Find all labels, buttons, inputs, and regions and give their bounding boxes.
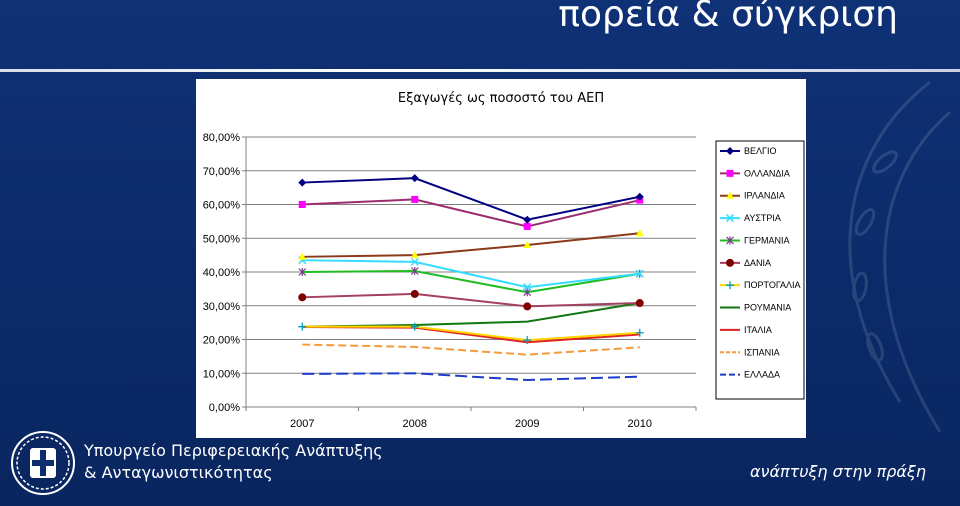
header-divider	[0, 69, 960, 72]
y-tick-label: 60,00%	[203, 200, 241, 212]
legend-label: ΠΟΡΤΟΓΑΛΙΑ	[744, 280, 801, 290]
y-tick-label: 0,00%	[209, 402, 240, 414]
chart-panel: Εξαγωγές ως ποσοστό του ΑΕΠ 0,00% 10,00% 2…	[196, 79, 806, 438]
series-line	[302, 177, 640, 221]
data-point	[410, 174, 419, 183]
legend-label: ΡΟΥΜΑΝΙΑ	[744, 303, 791, 313]
data-point	[410, 266, 419, 275]
slide-title: πορεία & σύγκριση	[558, 0, 898, 35]
y-tick-label: 80,00%	[203, 132, 241, 144]
y-tick-label: 20,00%	[203, 335, 241, 347]
legend-label: ΕΛΛΑΔΑ	[744, 370, 780, 380]
y-tick-label: 70,00%	[203, 166, 241, 178]
legend-label: ΔΑΝΙΑ	[744, 258, 771, 268]
y-tick-label: 10,00%	[203, 368, 241, 380]
chart-title: Εξαγωγές ως ποσοστό του ΑΕΠ	[397, 91, 605, 106]
series-line	[302, 292, 640, 308]
series-line	[302, 198, 640, 228]
data-point	[523, 241, 532, 248]
legend-label: ΒΕΛΓΙΟ	[744, 146, 776, 156]
laurel-decoration	[848, 80, 951, 433]
legend-label: ΟΛΛΑΝΔΙΑ	[744, 168, 790, 178]
legend-label: ΙΤΑΛΙΑ	[744, 325, 772, 335]
series-line	[302, 269, 640, 294]
data-point	[298, 322, 307, 331]
legend-marker	[726, 191, 734, 199]
legend-marker	[726, 147, 734, 155]
legend-marker	[726, 236, 734, 245]
y-tick-label: 30,00%	[203, 301, 241, 313]
data-point	[298, 293, 307, 302]
data-point	[410, 257, 419, 266]
legend-marker	[726, 281, 734, 290]
series-line	[302, 232, 640, 258]
data-point	[523, 302, 532, 311]
data-point	[411, 195, 419, 203]
legend-box	[715, 140, 805, 400]
greek-emblem-icon	[11, 431, 75, 495]
data-point	[298, 201, 306, 208]
data-point	[410, 289, 419, 298]
data-point	[635, 299, 644, 308]
data-point	[635, 328, 644, 337]
slogan: ανάπτυξη στην πράξη	[749, 462, 926, 481]
x-tick-label: 2007	[290, 418, 314, 430]
data-point	[635, 192, 644, 201]
legend-marker	[725, 214, 735, 223]
legend-label: ΑΥΣΤΡΙΑ	[744, 213, 781, 223]
data-point	[298, 178, 307, 187]
data-point	[410, 251, 419, 259]
data-point	[523, 283, 532, 292]
x-tick-label: 2010	[628, 418, 652, 430]
data-point	[523, 222, 531, 230]
x-tick-label: 2008	[403, 418, 427, 430]
data-point	[410, 322, 419, 331]
legend-marker	[726, 258, 734, 267]
line-chart: 0,00% 10,00% 20,00% 30,00% 40,00% 50,00% 60,00…	[203, 132, 805, 430]
series-line	[302, 302, 640, 328]
series-line	[302, 372, 640, 382]
ministry-name: Υπουργείο Περιφερειακής Ανάπτυξης & Αντα…	[84, 440, 383, 484]
data-point	[635, 269, 644, 278]
ministry-line-2: & Ανταγωνιστικότητας	[84, 463, 273, 482]
data-point	[298, 268, 307, 276]
legend-label: ΓΕΡΜΑΝΙΑ	[744, 235, 789, 245]
x-tick-label: 2009	[515, 418, 539, 430]
data-point	[523, 215, 532, 224]
series-line	[302, 343, 640, 356]
series-line	[302, 325, 640, 342]
data-point	[635, 229, 644, 237]
legend-marker	[726, 169, 734, 177]
data-point	[298, 252, 307, 260]
legend-label: ΙΡΛΑΝΔΙΑ	[744, 191, 785, 201]
series-line	[302, 259, 640, 289]
legend-label: ΙΣΠΑΝΙΑ	[744, 347, 780, 357]
y-tick-label: 50,00%	[203, 233, 241, 245]
data-point	[523, 336, 532, 345]
ministry-line-1: Υπουργείο Περιφερειακής Ανάπτυξης	[84, 441, 383, 460]
y-tick-label: 40,00%	[203, 267, 241, 279]
